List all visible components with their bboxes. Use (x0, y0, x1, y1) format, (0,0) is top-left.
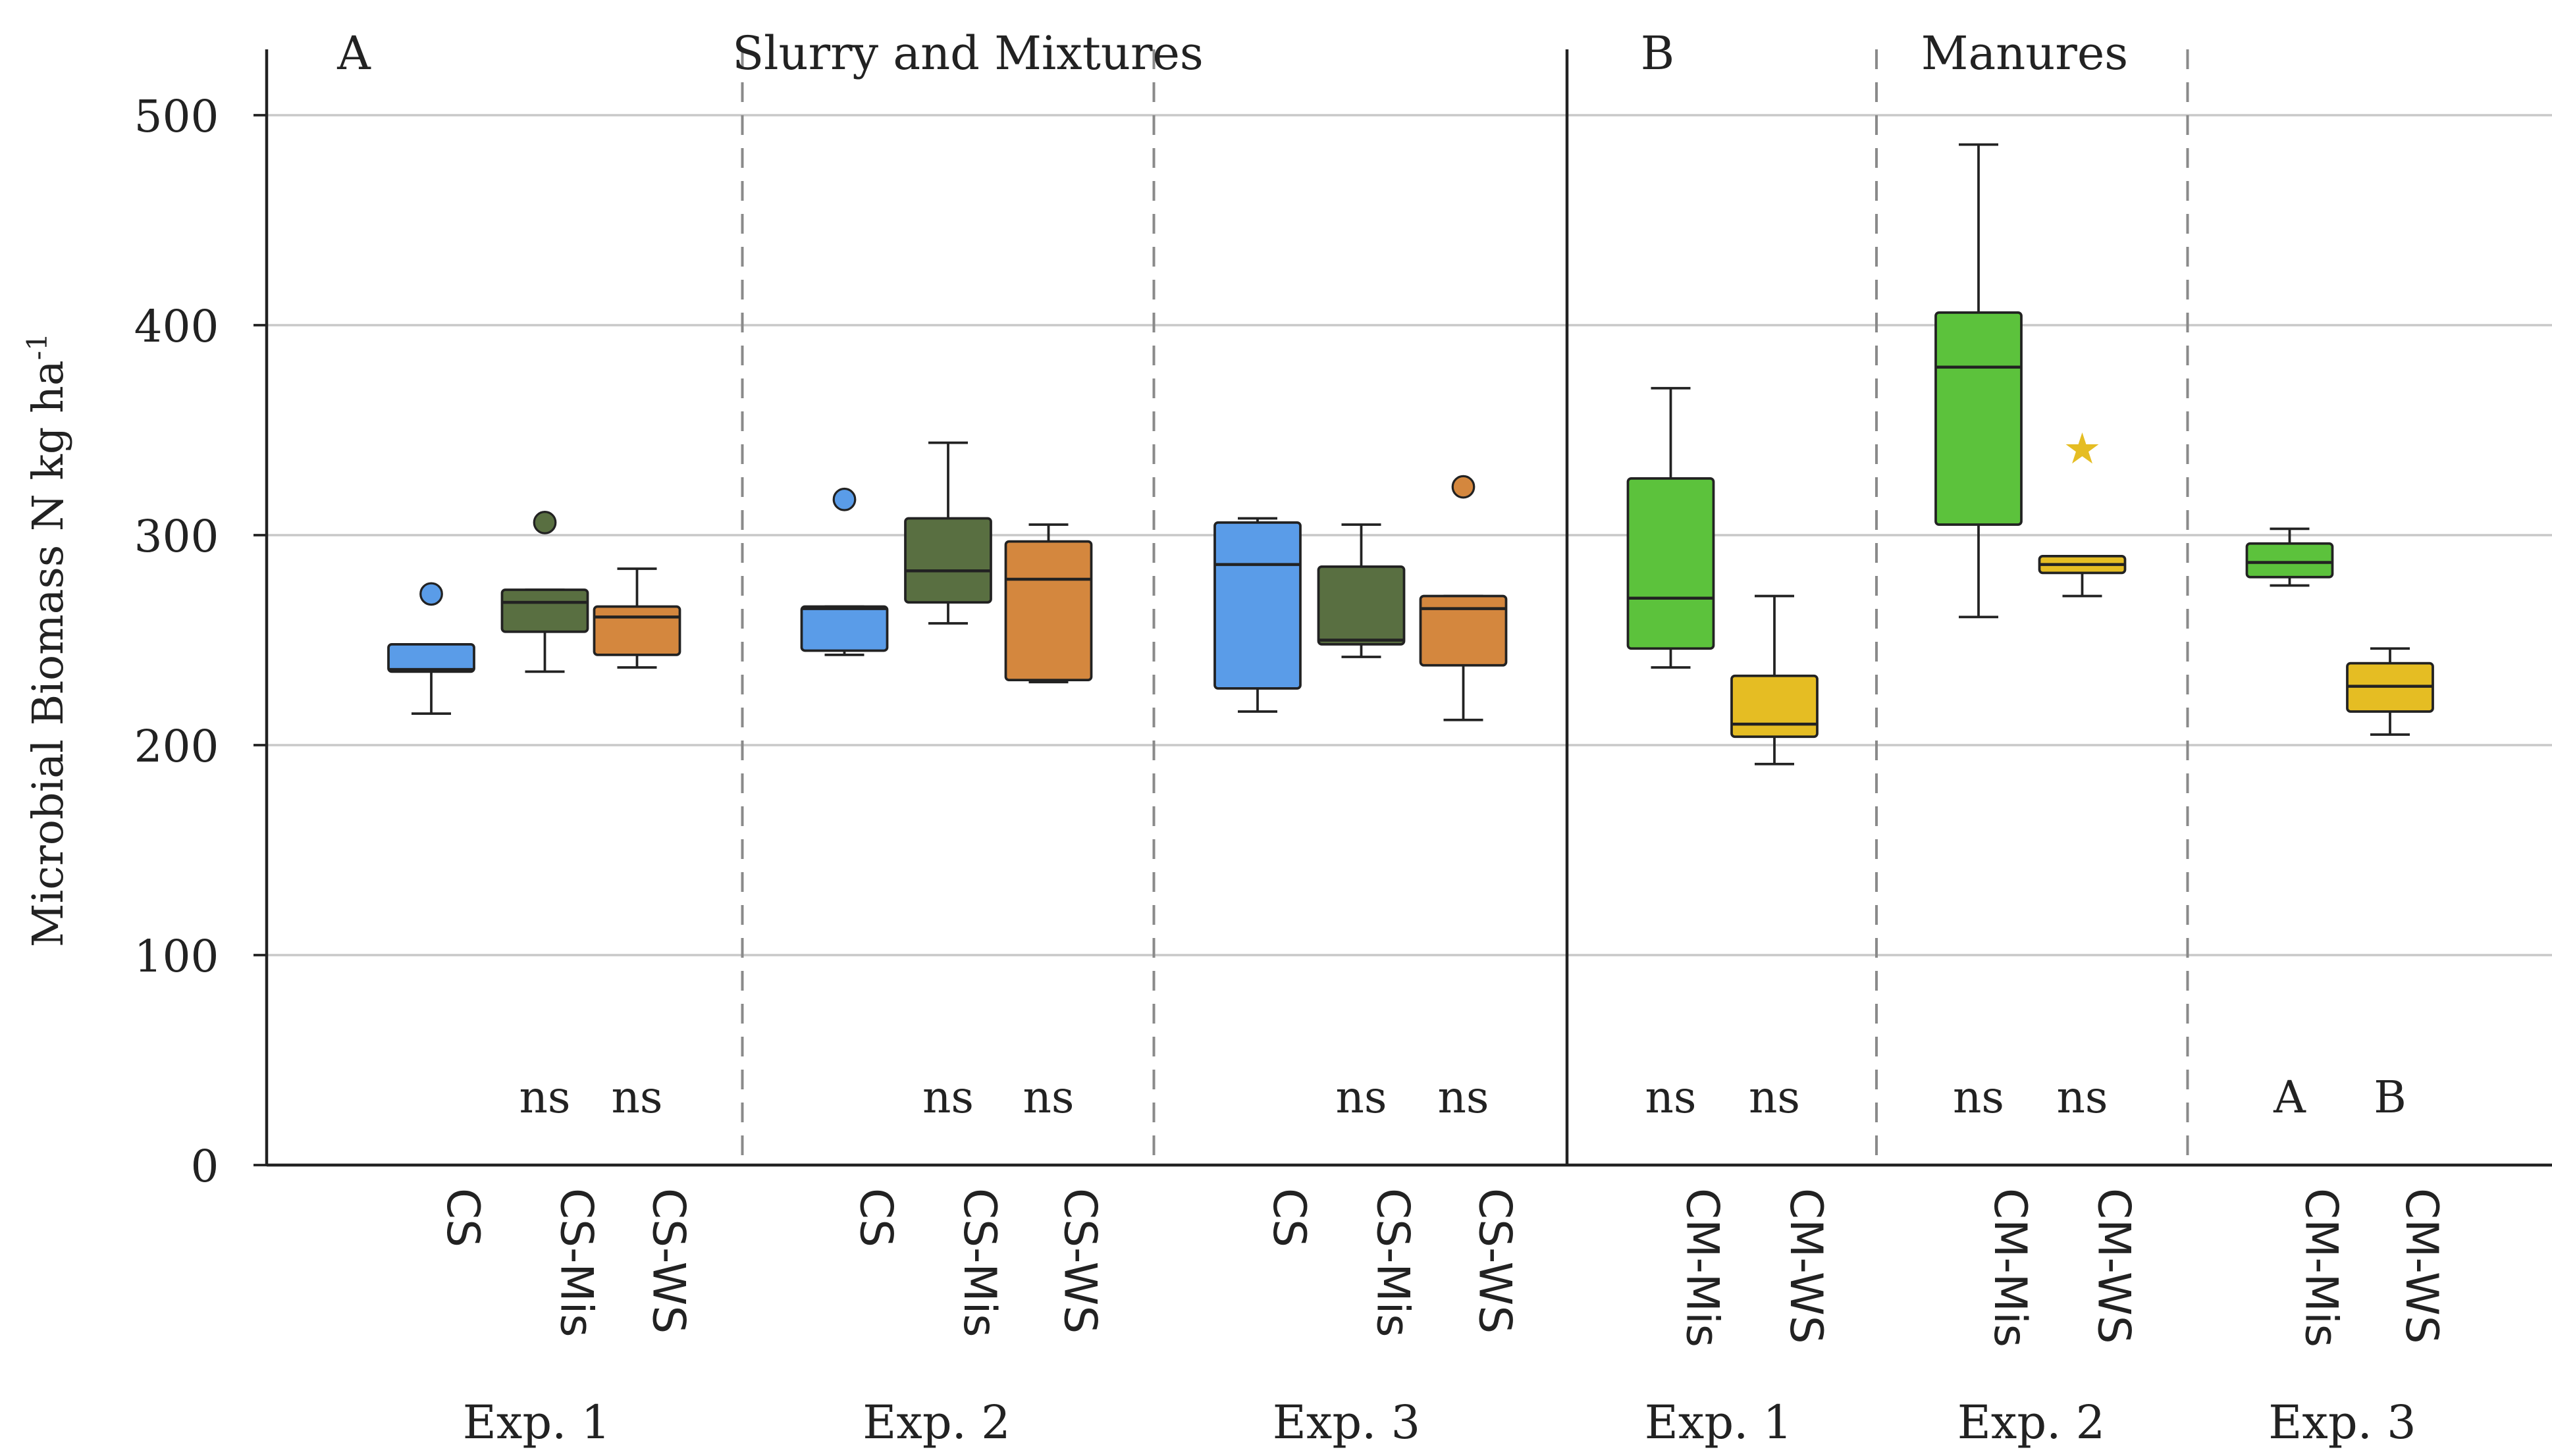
box-cs (1213, 521, 1302, 690)
group-label: Exp. 2 (863, 1395, 1010, 1449)
box-cs-ws (1419, 594, 1508, 667)
box-cs-ws (1004, 540, 1093, 681)
panel-letter: B (1641, 26, 1674, 80)
y-tick-label: 200 (134, 720, 219, 772)
significance-label: B (2374, 1071, 2406, 1123)
category-label: CS (851, 1188, 903, 1247)
panel-title: Slurry and Mixtures (732, 26, 1204, 80)
significance-label: ns (1335, 1071, 1387, 1123)
box-cs (387, 643, 475, 673)
significance-label: ns (1645, 1071, 1696, 1123)
significance-label: ns (519, 1071, 570, 1123)
category-label: CS-Mis (954, 1188, 1006, 1338)
category-label: CS (437, 1188, 489, 1247)
category-label: CM-Mis (1984, 1188, 2036, 1347)
box-cm-mis (1626, 477, 1715, 650)
significance-label: ns (1437, 1071, 1489, 1123)
group-label: Exp. 3 (1273, 1395, 1420, 1449)
significance-label: ns (611, 1071, 662, 1123)
category-label: CS-WS (1055, 1188, 1107, 1334)
y-axis-title: Microbial Biomass N kg ha-1 (22, 333, 74, 947)
box-cm-mis (2245, 542, 2334, 579)
category-label: CM-WS (2088, 1188, 2140, 1344)
category-label: CS-WS (1470, 1188, 1522, 1334)
chart-labels: Microbial Biomass N kg ha-1 A Slurry and M… (22, 26, 2449, 1449)
box-cs-ws (593, 605, 681, 656)
outlier-point (533, 510, 557, 534)
significance-label: ns (1749, 1071, 1800, 1123)
panel-letter: A (336, 26, 371, 80)
group-label: Exp. 1 (463, 1395, 610, 1449)
significance-label: ns (2056, 1071, 2108, 1123)
y-tick-label: 500 (134, 90, 219, 142)
grid-lines (267, 114, 2552, 956)
significance-label: A (2273, 1071, 2306, 1123)
box-cs-mis (1317, 565, 1406, 646)
group-dividers (741, 49, 2189, 1165)
category-label: CS-Mis (1368, 1188, 1420, 1338)
outlier-point (1451, 475, 1475, 499)
category-label: CS (1263, 1188, 1316, 1247)
y-tick-label: 100 (134, 930, 219, 982)
box-series: ★ (387, 143, 2434, 766)
axes (265, 49, 2552, 1167)
group-label: Exp. 2 (1957, 1395, 2105, 1449)
group-label: Exp. 3 (2268, 1395, 2416, 1449)
outlier-point (419, 582, 443, 606)
y-tick-label: 400 (134, 300, 219, 352)
box-cs-mis (904, 517, 992, 604)
panel-title: Manures (1921, 26, 2128, 80)
group-label: Exp. 1 (1645, 1395, 1792, 1449)
y-tick-label: 0 (191, 1140, 219, 1192)
box-cm-ws (1730, 674, 1819, 739)
category-label: CM-WS (1780, 1188, 1832, 1344)
category-label: CS-WS (643, 1188, 695, 1334)
y-tick-labels: 0 100 200 300 400 500 (134, 90, 267, 1192)
y-tick-label: 300 (134, 510, 219, 562)
category-label: CM-WS (2396, 1188, 2448, 1344)
significance-label: ns (1023, 1071, 1074, 1123)
significance-label: ns (1953, 1071, 2004, 1123)
significance-label: ns (922, 1071, 974, 1123)
category-label: CM-Mis (2296, 1188, 2348, 1347)
outlier-star: ★ (2063, 425, 2101, 474)
box-cs-mis (500, 588, 589, 633)
category-label: CS-Mis (551, 1188, 603, 1338)
y-axis-title-superscript: -1 (22, 333, 54, 360)
category-label: CM-Mis (1677, 1188, 1729, 1347)
box-cm-mis (1934, 311, 2023, 526)
outlier-point (832, 487, 857, 511)
box-cs (800, 605, 889, 652)
